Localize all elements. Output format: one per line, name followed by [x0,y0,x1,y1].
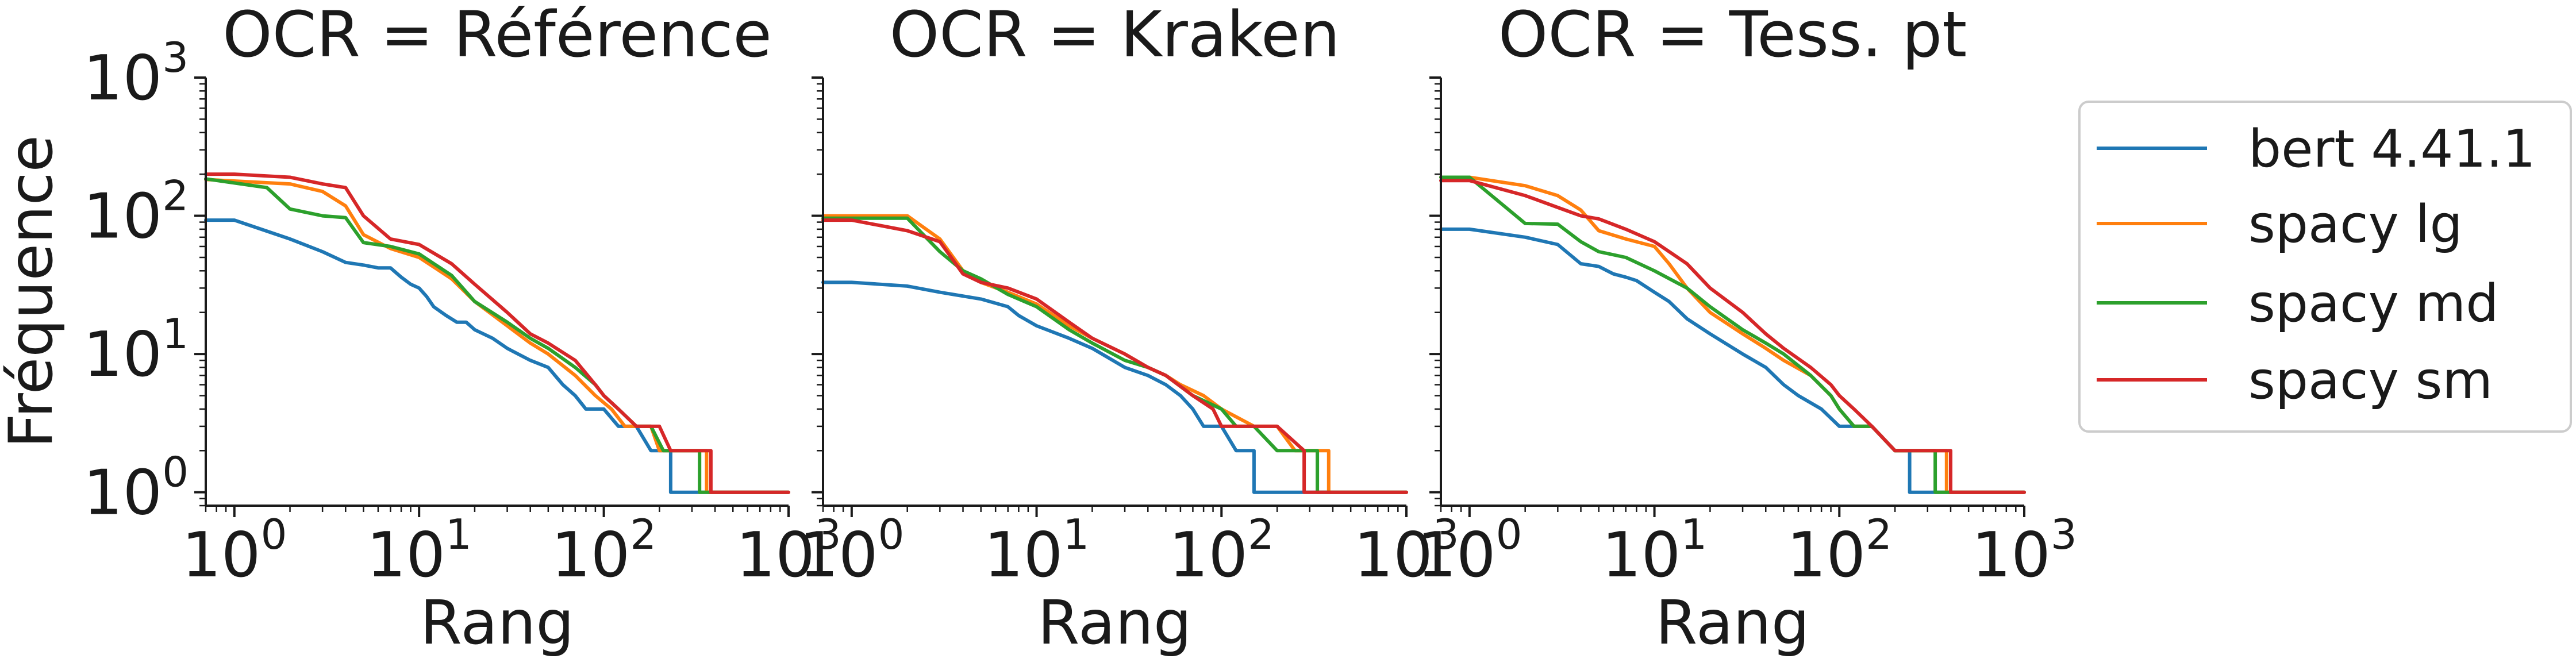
x-tick-label: 102 [551,510,656,591]
x-tick-label: 100 [182,510,287,591]
legend: bert 4.41.1 spacy lg spacy md spacy sm [2078,101,2572,433]
legend-label-spacy-sm: spacy sm [2248,351,2493,411]
x-tick-label: 102 [1787,510,1892,591]
x-tick-label: 100 [799,510,904,591]
chart-panel-1: OCR = Référence 100 101 102 103 100 101 102 103 R… [0,0,841,658]
x-axis-label: Rang [1037,588,1191,658]
series-line-spacy-md [1439,175,2026,494]
series-line-spacy-md [821,216,1408,494]
legend-label-spacy-md: spacy md [2248,274,2498,334]
y-tick-label: 100 [83,448,189,529]
chart-panel-3: OCR = Tess. pt 100 101 102 103 Rang [1417,0,2077,658]
x-tick-label: 103 [1354,510,1459,591]
x-tick-label: 101 [984,510,1089,591]
x-axis-label: Rang [1655,588,1809,658]
x-axis-label: Rang [420,588,574,658]
x-tick-label: 103 [1971,510,2077,591]
legend-label-bert: bert 4.41.1 [2248,119,2536,179]
series-line-spacy-sm [821,218,1408,494]
x-tick-label: 100 [1417,510,1522,591]
series-line-spacy-sm [204,172,790,494]
x-tick-label: 102 [1169,510,1274,591]
series-line-bert-4-41-1 [204,218,790,494]
legend-frame [2078,101,2572,433]
y-tick-label: 103 [83,33,189,114]
y-tick-label: 101 [83,310,189,391]
y-axis-label: Fréquence [0,135,66,448]
series-line-spacy-lg [204,178,790,494]
chart-title: OCR = Tess. pt [1498,0,1967,71]
x-tick-label: 101 [1602,510,1707,591]
y-tick-label: 102 [83,172,189,253]
legend-label-spacy-lg: spacy lg [2248,194,2463,255]
x-tick-label: 101 [367,510,472,591]
series-line-spacy-md [204,177,790,494]
chart-title: OCR = Référence [222,0,772,71]
chart-title: OCR = Kraken [890,0,1340,71]
series-line-spacy-sm [1439,179,2026,494]
chart-panel-2: OCR = Kraken 100 101 102 103 Rang [799,0,1459,658]
series-line-bert-4-41-1 [821,280,1408,494]
x-tick-label: 103 [736,510,841,591]
